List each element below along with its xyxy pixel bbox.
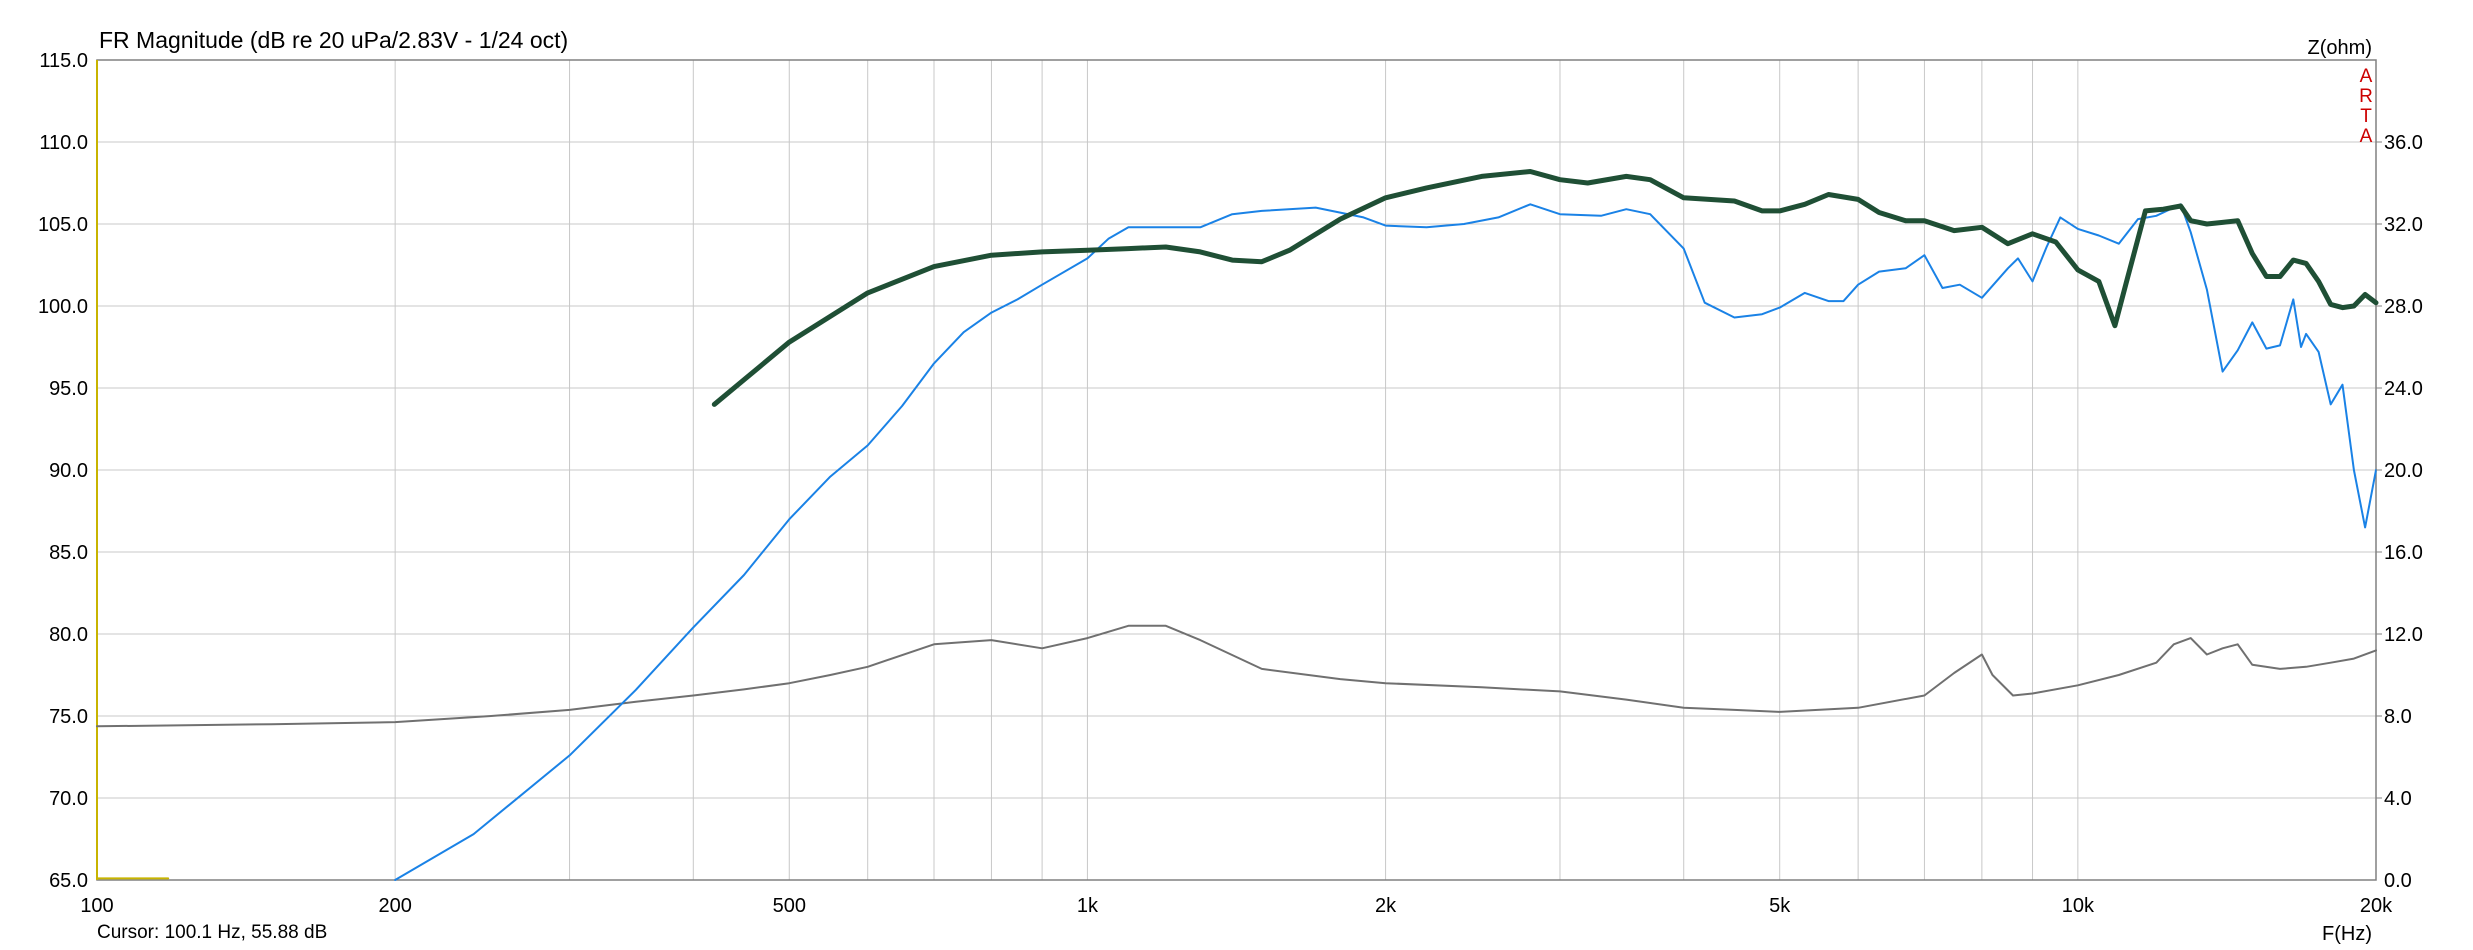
series-layer [96, 169, 2379, 881]
y-tick-label: 90.0 [49, 460, 88, 482]
series-line-2 [96, 624, 2377, 728]
y-tick-label: 95.0 [49, 378, 88, 400]
grid-lines [97, 60, 2376, 880]
left-axis-ticks: 115.0 110.0 105.0 100.0 95.0 90.0 85.0 80.0 75.0… [38, 50, 88, 892]
brand-letter: A [2360, 66, 2373, 87]
brand-letter: A [2360, 126, 2373, 147]
y-tick-label: 70.0 [49, 788, 88, 810]
x-axis-ticks: 100 200 500 1k 2k 5k 10k 20k [80, 895, 2393, 917]
cursor-readout: Cursor: 100.1 Hz, 55.88 dB [97, 922, 327, 943]
x-tick-label: 20k [2360, 895, 2393, 917]
y2-tick-label: 16.0 [2384, 542, 2423, 564]
series-line-1 [394, 203, 2377, 881]
y2-tick-label: 0.0 [2384, 870, 2412, 892]
x-tick-label: 500 [773, 895, 806, 917]
x-tick-label: 100 [80, 895, 113, 917]
brand-letter: T [2360, 106, 2372, 127]
x-axis-label: F(Hz) [2322, 923, 2372, 945]
x-tick-label: 2k [1375, 895, 1397, 917]
y2-tick-label: 24.0 [2384, 378, 2423, 400]
y-tick-label: 105.0 [38, 214, 88, 236]
y2-tick-label: 12.0 [2384, 624, 2423, 646]
y2-tick-label: 32.0 [2384, 214, 2423, 236]
y-tick-label: 115.0 [39, 50, 88, 72]
series-line-0 [711, 169, 2379, 407]
y-tick-label: 110.0 [39, 132, 88, 154]
y2-tick-label: 28.0 [2384, 296, 2423, 318]
y-tick-label: 85.0 [49, 542, 88, 564]
y-tick-label: 75.0 [49, 706, 88, 728]
y2-tick-label: 8.0 [2384, 706, 2412, 728]
x-tick-label: 200 [378, 895, 411, 917]
x-tick-label: 1k [1077, 895, 1099, 917]
y2-tick-label: 36.0 [2384, 132, 2423, 154]
y-tick-label: 100.0 [38, 296, 88, 318]
x-tick-label: 5k [1769, 895, 1791, 917]
x-tick-label: 10k [2062, 895, 2095, 917]
y2-tick-label: 20.0 [2384, 460, 2423, 482]
right-axis-ticks: 36.0 32.0 28.0 24.0 20.0 16.0 12.0 8.0 4.0 0.0 [2376, 132, 2423, 892]
brand-letter: R [2359, 86, 2373, 107]
y-tick-label: 80.0 [49, 624, 88, 646]
right-axis-label: Z(ohm) [2308, 37, 2372, 59]
chart-title: FR Magnitude (dB re 20 uPa/2.83V - 1/24 … [99, 27, 568, 53]
y-tick-label: 65.0 [49, 870, 88, 892]
y2-tick-label: 4.0 [2384, 788, 2412, 810]
